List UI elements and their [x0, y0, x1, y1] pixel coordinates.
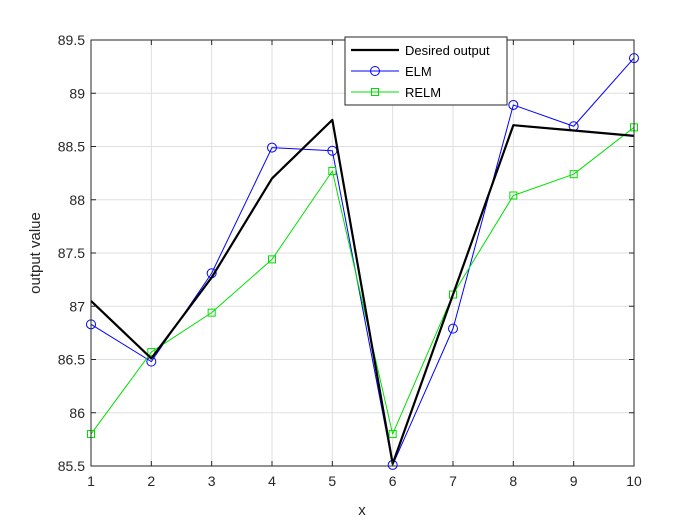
y-tick-label: 87 [69, 298, 85, 314]
y-tick-label: 89 [69, 85, 85, 101]
data-point [509, 191, 518, 200]
legend-marker [371, 88, 379, 96]
data-point [569, 170, 578, 179]
y-axis-label: output value [27, 212, 44, 294]
y-tick-label: 86 [69, 405, 85, 421]
series-line [90, 118, 635, 465]
x-axis-label: x [358, 502, 366, 519]
x-tick-label: 2 [147, 473, 155, 489]
series-line [90, 126, 635, 435]
x-tick-label: 8 [509, 473, 517, 489]
legend-item: RELM [351, 85, 441, 100]
data-point [268, 255, 276, 264]
data-point [508, 99, 519, 110]
x-tick-label: 9 [570, 473, 578, 489]
y-tick-label: 88.5 [58, 139, 85, 155]
legend-label: RELM [405, 85, 441, 100]
x-tick-label: 1 [87, 473, 95, 489]
x-tick-label: 4 [268, 473, 276, 489]
x-tick-label: 7 [449, 473, 457, 489]
legend-label: Desired output [405, 43, 490, 58]
y-tick-label: 89.5 [58, 32, 85, 48]
legend-label: ELM [405, 64, 432, 79]
y-tick-label: 87.5 [58, 245, 85, 261]
data-point [388, 430, 397, 439]
data-point [207, 308, 216, 317]
series-desired-output [90, 118, 635, 465]
legend-marker [370, 66, 380, 76]
legend-item: ELM [351, 64, 432, 79]
data-point [449, 290, 457, 299]
x-tick-label: 6 [389, 473, 397, 489]
x-tick-label: 3 [208, 473, 216, 489]
data-point [328, 166, 337, 175]
y-tick-label: 88 [69, 192, 85, 208]
series-layer [86, 53, 639, 470]
data-point [448, 323, 458, 334]
y-tick-label: 85.5 [58, 458, 85, 474]
x-tick-label: 10 [626, 473, 642, 489]
legend: Desired output ELM RELM [344, 36, 508, 106]
data-point [267, 142, 277, 153]
ticks [90, 39, 635, 467]
legend-item: Desired output [351, 43, 490, 58]
x-tick-label: 5 [328, 473, 336, 489]
y-tick-label: 86.5 [58, 352, 85, 368]
